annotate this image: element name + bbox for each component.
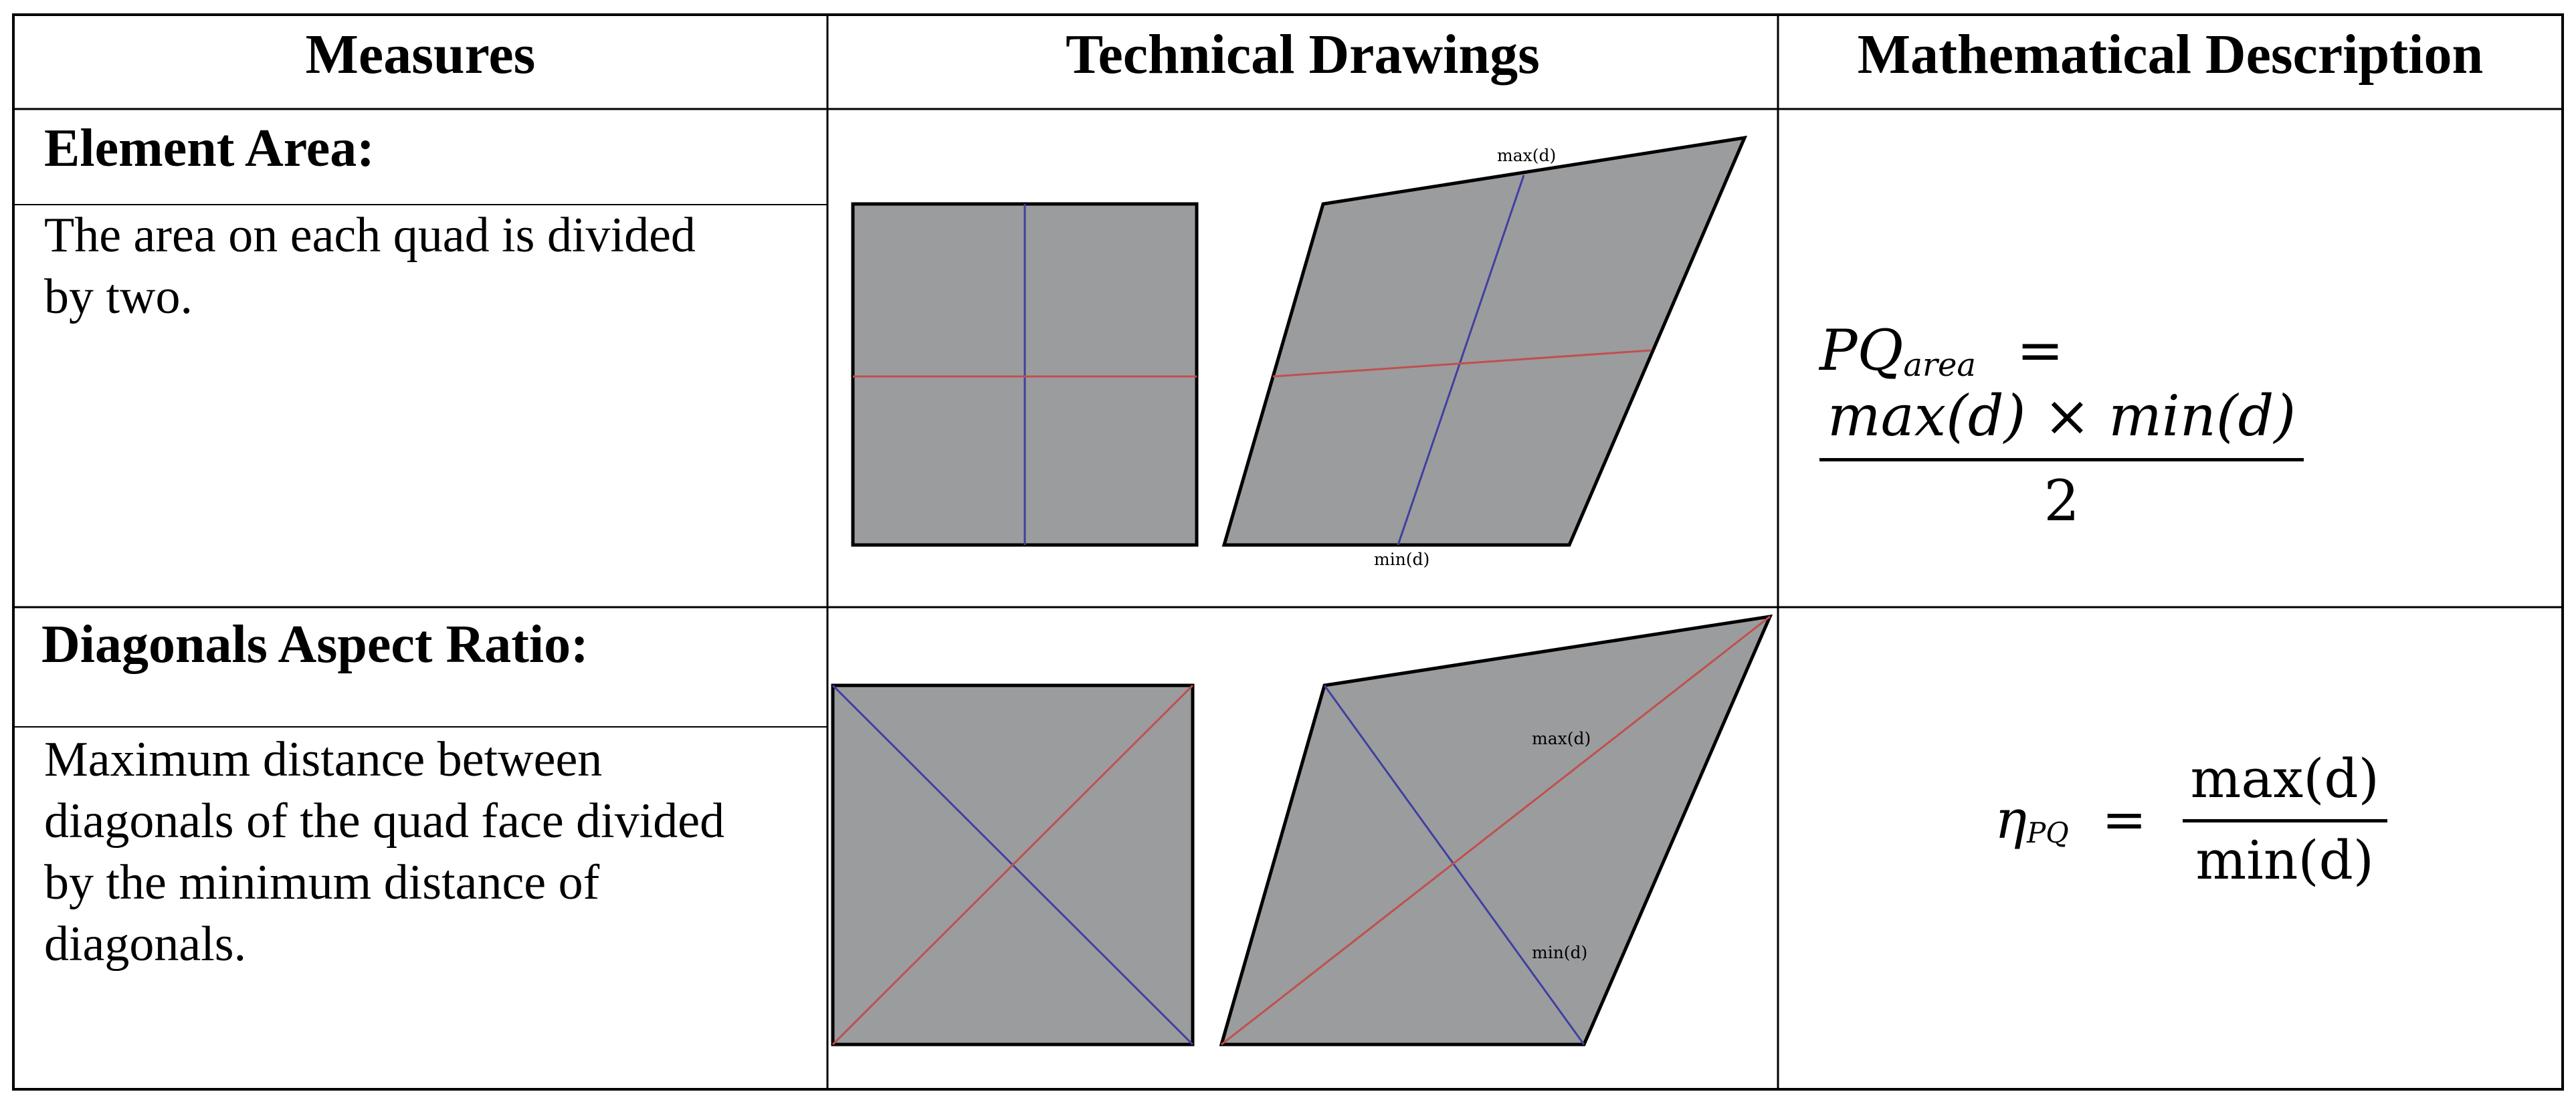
- formula-denominator: min(d): [2182, 819, 2387, 891]
- formula-diagonals-aspect-ratio: ηPQ = max(d) min(d): [1995, 748, 2387, 891]
- table-border: [12, 13, 2564, 1091]
- formula-equals: =: [2016, 318, 2064, 383]
- header-technical-drawings: Technical Drawings: [1066, 23, 1540, 86]
- formula-subscript: area: [1903, 346, 1976, 384]
- formula-symbol: η: [1995, 788, 2027, 851]
- drawing-label-max-d: max(d): [1497, 146, 1557, 165]
- measure-description-diagonals-aspect-ratio: Maximum distance between diagonals of th…: [44, 729, 724, 975]
- diagonals-parallelogram-drawing: [1219, 614, 1773, 1046]
- diagonals-square-drawing: [831, 683, 1195, 1046]
- measure-description-element-area: The area on each quad is divided by two.: [44, 205, 696, 328]
- formula-fraction: max(d) min(d): [2182, 748, 2387, 891]
- area-parallelogram-drawing: [1221, 135, 1748, 547]
- measure-title-element-area: Element Area:: [44, 119, 375, 178]
- header-mathematical-description: Mathematical Description: [1857, 23, 2484, 86]
- formula-numerator: max(d) × min(d): [1827, 383, 2296, 449]
- formula-fraction: max(d) × min(d) 2: [1819, 383, 2304, 534]
- header-measures: Measures: [305, 23, 536, 86]
- formula-symbol: PQ: [1819, 318, 1904, 383]
- drawing-label-max-d-diagonal: max(d): [1532, 729, 1591, 748]
- formula-subscript: PQ: [2026, 816, 2069, 849]
- measure-title-diagonals-aspect-ratio: Diagonals Aspect Ratio:: [41, 615, 589, 674]
- description-line: by the minimum distance of: [44, 855, 600, 910]
- formula-equals: =: [2102, 788, 2147, 851]
- formula-numerator: max(d): [2190, 748, 2379, 810]
- description-line: diagonals.: [44, 917, 247, 972]
- area-square-drawing: [851, 202, 1199, 547]
- formula-element-area: PQarea = max(d) × min(d) 2: [1819, 313, 2576, 534]
- description-line: Maximum distance between: [44, 732, 603, 787]
- formula-denominator: 2: [1819, 458, 2304, 534]
- description-line: The area on each quad is divided: [44, 208, 696, 263]
- description-line: diagonals of the quad face divided: [44, 794, 725, 849]
- drawing-label-min-d-diagonal: min(d): [1532, 943, 1588, 962]
- description-line: by two.: [44, 269, 193, 324]
- drawing-label-min-d: min(d): [1374, 550, 1430, 569]
